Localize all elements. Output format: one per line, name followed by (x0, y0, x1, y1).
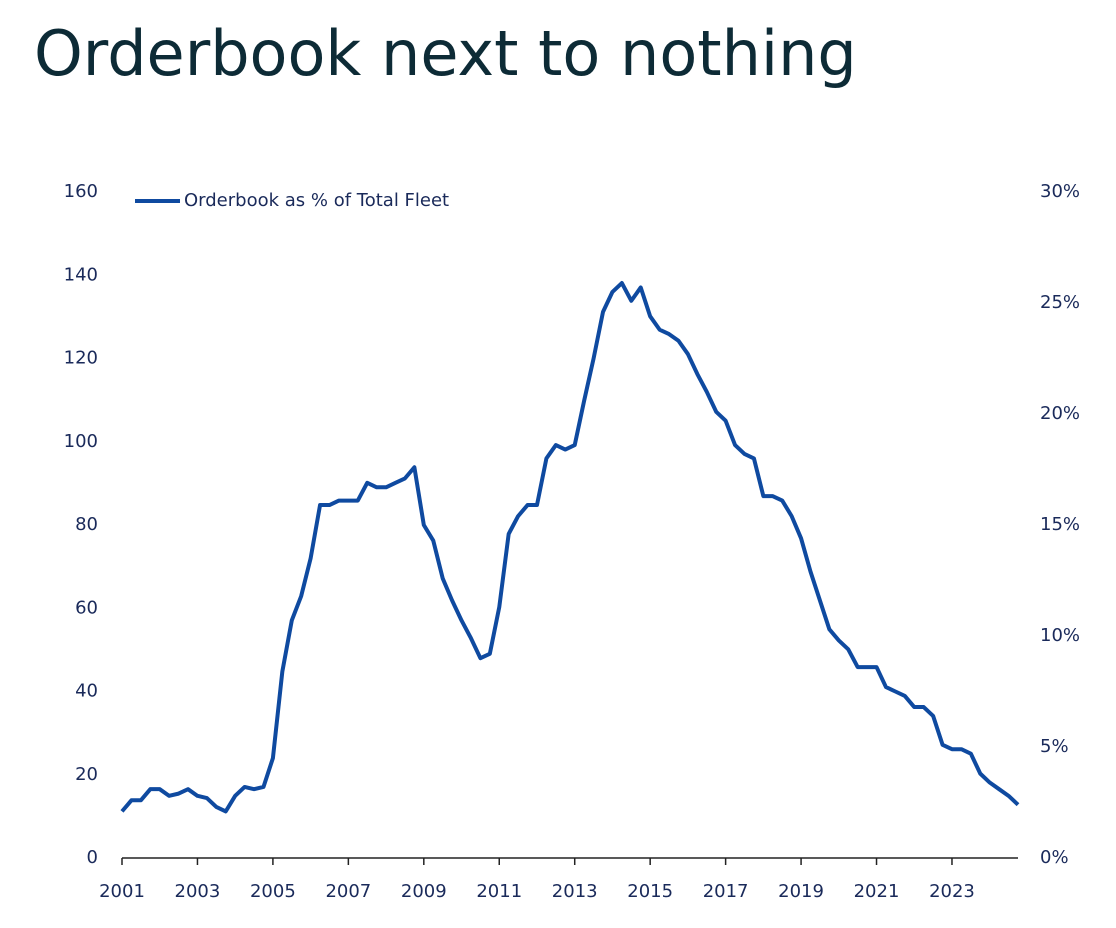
x-tick-label: 2021 (854, 881, 900, 902)
x-tick-label: 2007 (325, 881, 371, 902)
y-tick-label: 20 (75, 764, 98, 785)
y-tick-label: 0 (87, 847, 98, 868)
y2-tick-label: 30% (1040, 181, 1080, 202)
y2-tick-label: 15% (1040, 514, 1080, 535)
data-line (120, 281, 1020, 814)
x-tick-label: 2005 (250, 881, 296, 902)
y-tick-label: 140 (64, 264, 98, 285)
chart-title: Orderbook next to nothing (34, 17, 857, 90)
y2-tick-label: 10% (1040, 625, 1080, 646)
x-tick-label: 2017 (703, 881, 749, 902)
y-tick-label: 100 (64, 431, 98, 452)
x-tick-label: 2023 (929, 881, 975, 902)
x-tick-label: 2003 (175, 881, 221, 902)
y2-tick-label: 20% (1040, 403, 1080, 424)
y2-tick-label: 25% (1040, 292, 1080, 313)
x-tick-label: 2019 (778, 881, 824, 902)
x-tick-label: 2009 (401, 881, 447, 902)
x-tick-label: 2011 (476, 881, 522, 902)
y-tick-label: 80 (75, 514, 98, 535)
y-tick-label: 60 (75, 597, 98, 618)
y-tick-label: 40 (75, 681, 98, 702)
y-tick-label: 160 (64, 181, 98, 202)
y-tick-label: 120 (64, 348, 98, 369)
y2-tick-label: 0% (1040, 847, 1069, 868)
x-tick-label: 2015 (627, 881, 673, 902)
x-tick-label: 2001 (99, 881, 145, 902)
y2-tick-label: 5% (1040, 736, 1069, 757)
x-tick-label: 2013 (552, 881, 598, 902)
legend-label: Orderbook as % of Total Fleet (184, 190, 449, 211)
